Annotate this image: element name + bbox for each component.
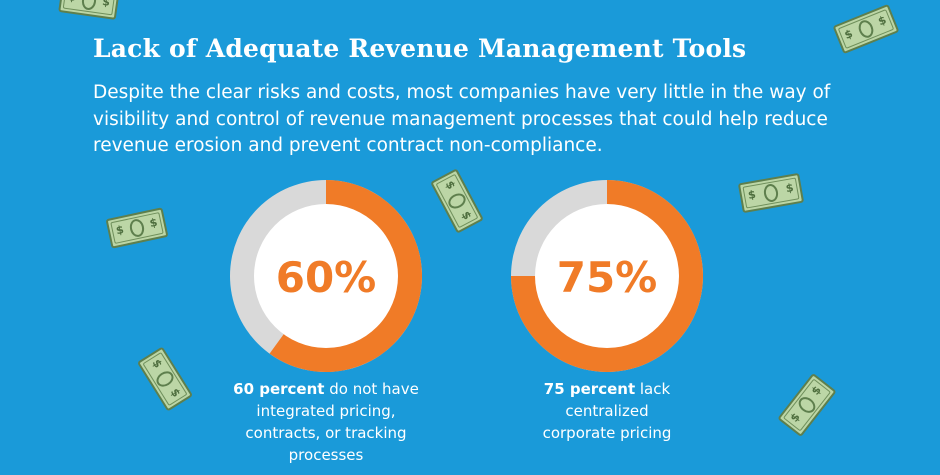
dollar-bill-icon: $$ (105, 207, 169, 249)
dollar-bill-icon: $$ (832, 3, 900, 55)
caption-bold: 75 percent (543, 380, 636, 398)
ring-inner (254, 204, 398, 348)
caption-text: do not have integrated pricing, contract… (245, 380, 419, 464)
percent-label: 60% (276, 253, 377, 302)
percent-label: 75% (557, 253, 658, 302)
dollar-bill-icon: $$ (430, 168, 484, 234)
dollar-bill-icon: $$ (136, 346, 194, 412)
stat-caption-75: 75 percent lack centralized corporate pr… (527, 378, 687, 444)
caption-bold: 60 percent (233, 380, 325, 398)
dollar-bill-icon: $$ (58, 0, 120, 20)
dollar-bill-icon: $$ (777, 372, 837, 438)
donut-chart-75: 75% (511, 180, 703, 372)
dollar-bill-icon: $$ (737, 172, 805, 214)
donut-chart-60: 60% (230, 180, 422, 372)
ring-inner (535, 204, 679, 348)
caption-text: lack centralized corporate pricing (542, 380, 672, 442)
stat-caption-60: 60 percent do not have integrated pricin… (230, 378, 422, 466)
page-title: Lack of Adequate Revenue Management Tool… (93, 34, 747, 63)
page-description: Despite the clear risks and costs, most … (93, 82, 831, 156)
